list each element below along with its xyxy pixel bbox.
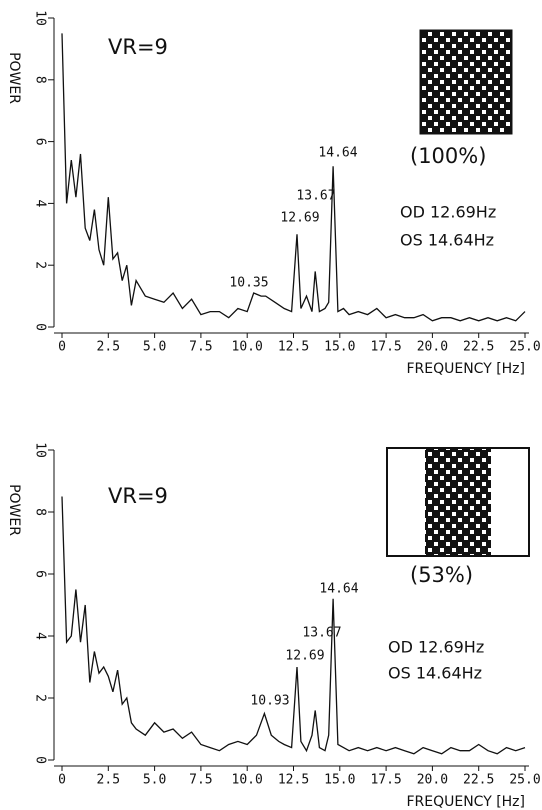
annotation: 13.67 <box>296 189 335 204</box>
x-tick-label: 22.5 <box>463 340 494 355</box>
spectrum-line <box>61 33 526 322</box>
x-tick-label: 20.0 <box>417 773 448 788</box>
x-tick-label: 25.0 <box>509 773 540 788</box>
annotation: VR=9 <box>108 35 168 59</box>
y-tick-label: 4 <box>33 199 48 207</box>
stimulus-icon <box>419 29 513 135</box>
y-tick-label: 6 <box>33 138 48 146</box>
annotation: OD 12.69Hz <box>388 638 484 657</box>
x-tick-label: 15.0 <box>324 340 355 355</box>
y-tick-label: 0 <box>33 756 48 764</box>
x-tick-label: 7.5 <box>189 340 212 355</box>
y-tick-label: 8 <box>33 508 48 516</box>
annotation: 14.64 <box>318 146 357 161</box>
annotation: OD 12.69Hz <box>400 203 496 222</box>
x-axis-label: FREQUENCY [Hz] <box>406 794 525 810</box>
x-tick-label: 22.5 <box>463 773 494 788</box>
y-tick-label: 2 <box>33 694 48 702</box>
annotation: OS 14.64Hz <box>400 231 494 250</box>
x-tick-label: 2.5 <box>97 773 120 788</box>
annotation: 13.67 <box>302 626 341 641</box>
annotation: 12.69 <box>285 649 324 664</box>
x-axis-label: FREQUENCY [Hz] <box>406 361 525 377</box>
annotation: VR=9 <box>108 484 168 508</box>
x-tick-label: 5.0 <box>143 340 166 355</box>
x-tick-label: 20.0 <box>417 340 448 355</box>
stimulus-icon <box>425 449 491 555</box>
x-tick-label: 25.0 <box>509 340 540 355</box>
x-tick-label: 10.0 <box>232 773 263 788</box>
x-tick-label: 10.0 <box>232 340 263 355</box>
x-tick-label: 2.5 <box>97 340 120 355</box>
annotation: (100%) <box>410 144 486 168</box>
x-tick-label: 5.0 <box>143 773 166 788</box>
y-axis-label: POWER <box>6 484 22 536</box>
x-tick-label: 7.5 <box>189 773 212 788</box>
y-tick-label: 10 <box>33 442 48 458</box>
annotation: 10.93 <box>250 694 289 709</box>
y-tick-label: 6 <box>33 570 48 578</box>
x-tick-label: 12.5 <box>278 340 309 355</box>
x-tick-label: 15.0 <box>324 773 355 788</box>
y-tick-label: 8 <box>33 76 48 84</box>
x-tick-label: 17.5 <box>370 773 401 788</box>
x-tick-label: 0 <box>58 340 66 355</box>
annotation: OS 14.64Hz <box>388 664 482 683</box>
x-tick-label: 0 <box>58 773 66 788</box>
annotation: 10.35 <box>229 276 268 291</box>
y-axis-label: POWER <box>6 52 22 104</box>
spectrum-line <box>61 496 526 755</box>
y-tick-label: 2 <box>33 261 48 269</box>
y-tick-label: 4 <box>33 632 48 640</box>
annotation: 12.69 <box>280 211 319 226</box>
annotation: 14.64 <box>319 582 358 597</box>
x-tick-label: 17.5 <box>370 340 401 355</box>
y-tick-label: 0 <box>33 323 48 331</box>
x-tick-label: 12.5 <box>278 773 309 788</box>
annotation: (53%) <box>410 563 473 587</box>
y-tick-label: 10 <box>33 10 48 26</box>
